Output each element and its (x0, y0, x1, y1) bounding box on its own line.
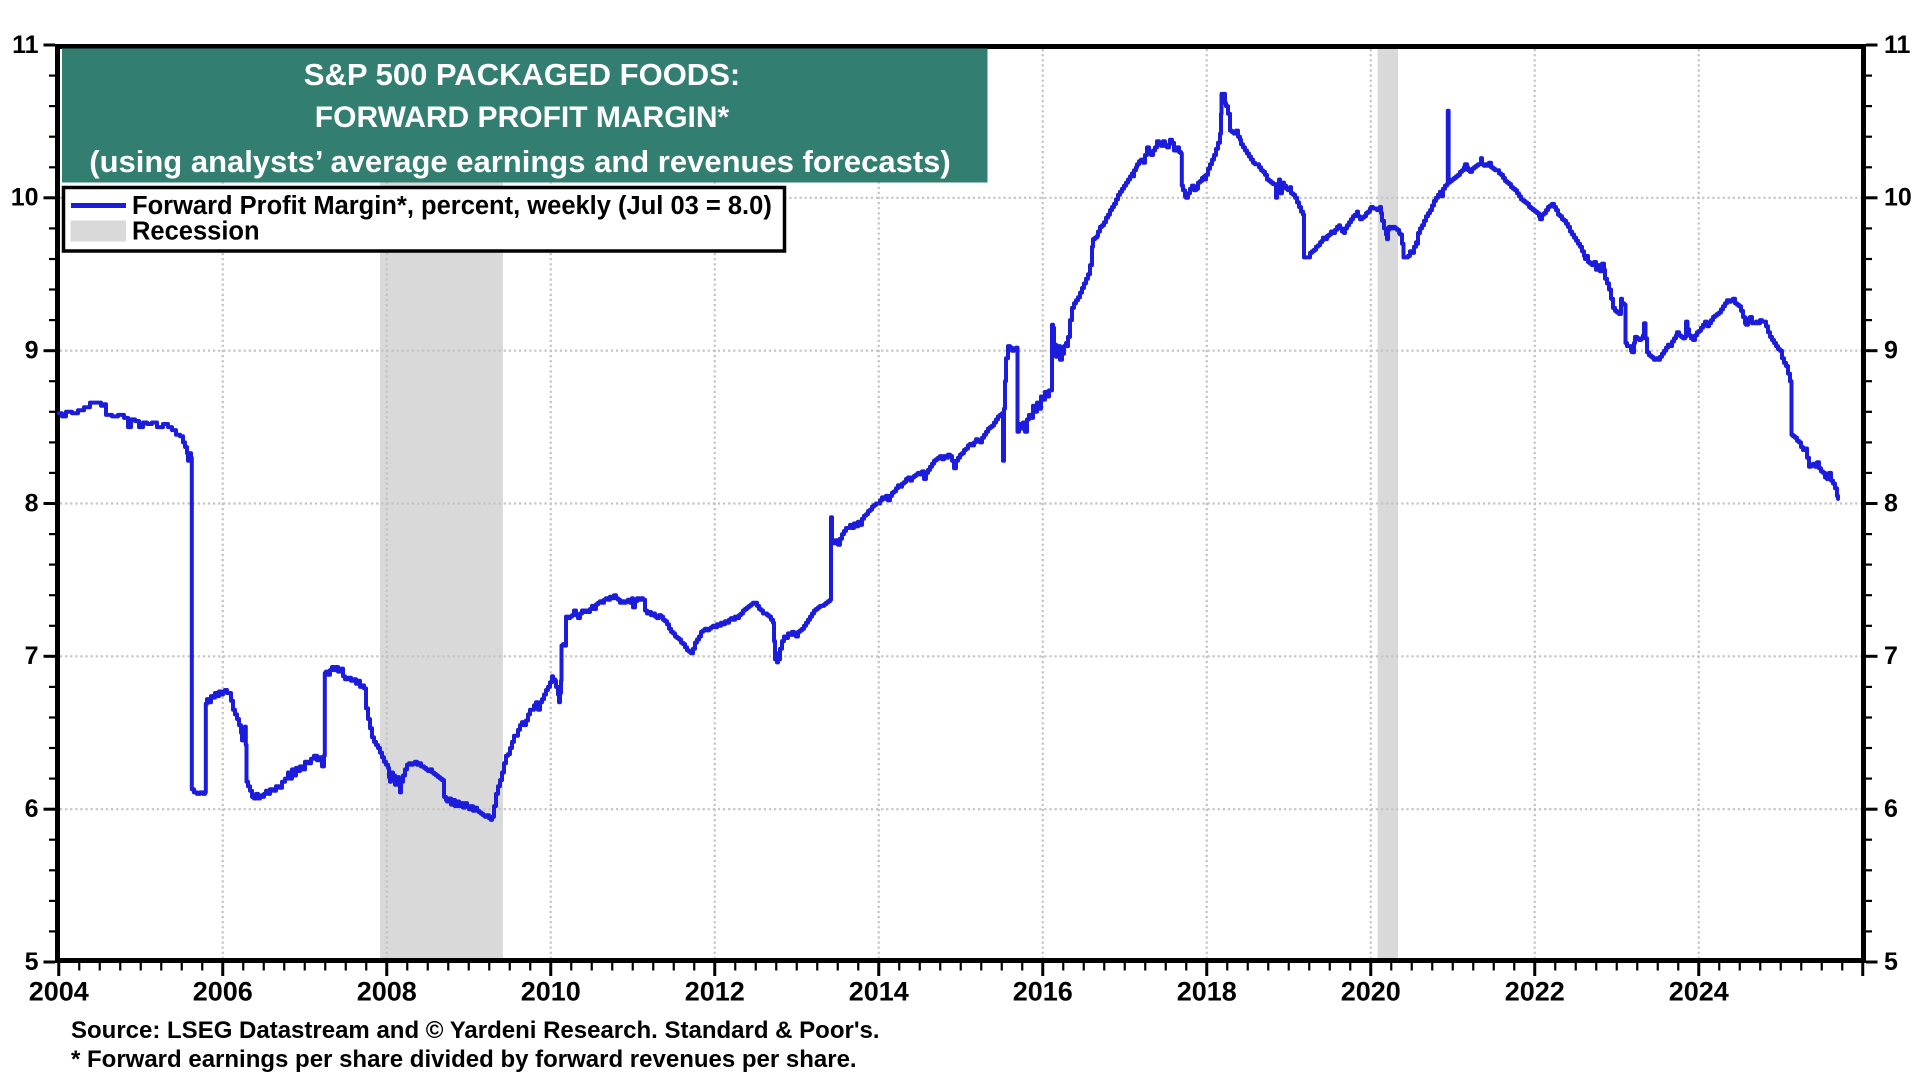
svg-text:(using analysts’ average earni: (using analysts’ average earnings and re… (89, 144, 950, 179)
svg-text:10: 10 (1884, 184, 1912, 212)
svg-text:FORWARD PROFIT MARGIN*: FORWARD PROFIT MARGIN* (315, 101, 730, 134)
svg-text:S&P 500 PACKAGED FOODS:: S&P 500 PACKAGED FOODS: (304, 57, 740, 92)
svg-text:7: 7 (1884, 642, 1898, 670)
svg-text:9: 9 (25, 337, 39, 365)
svg-text:2022: 2022 (1505, 977, 1565, 1007)
svg-text:2018: 2018 (1177, 977, 1237, 1007)
svg-text:2012: 2012 (685, 977, 745, 1007)
svg-text:6: 6 (1884, 795, 1898, 823)
svg-text:Forward Profit Margin*, percen: Forward Profit Margin*, percent, weekly … (132, 192, 772, 220)
svg-text:2024: 2024 (1669, 977, 1729, 1007)
svg-text:5: 5 (1884, 948, 1898, 976)
svg-text:Recession: Recession (132, 218, 260, 246)
svg-text:11: 11 (12, 31, 39, 59)
svg-text:2016: 2016 (1013, 977, 1073, 1007)
svg-text:2010: 2010 (521, 977, 581, 1007)
svg-text:2006: 2006 (193, 977, 253, 1007)
svg-text:10: 10 (11, 184, 39, 212)
svg-text:2004: 2004 (29, 977, 89, 1007)
svg-text:2020: 2020 (1341, 977, 1401, 1007)
svg-text:Source: LSEG Datastream and ©: Source: LSEG Datastream and © Yardeni Re… (71, 1017, 880, 1044)
svg-text:* Forward earnings per share d: * Forward earnings per share divided by … (71, 1046, 857, 1073)
svg-text:6: 6 (25, 795, 39, 823)
svg-text:11: 11 (1884, 31, 1911, 59)
svg-text:8: 8 (1884, 489, 1898, 517)
svg-text:5: 5 (25, 948, 39, 976)
svg-text:2014: 2014 (849, 977, 909, 1007)
svg-text:9: 9 (1884, 337, 1898, 365)
svg-text:7: 7 (25, 642, 39, 670)
svg-text:2008: 2008 (357, 977, 417, 1007)
svg-text:8: 8 (25, 489, 39, 517)
